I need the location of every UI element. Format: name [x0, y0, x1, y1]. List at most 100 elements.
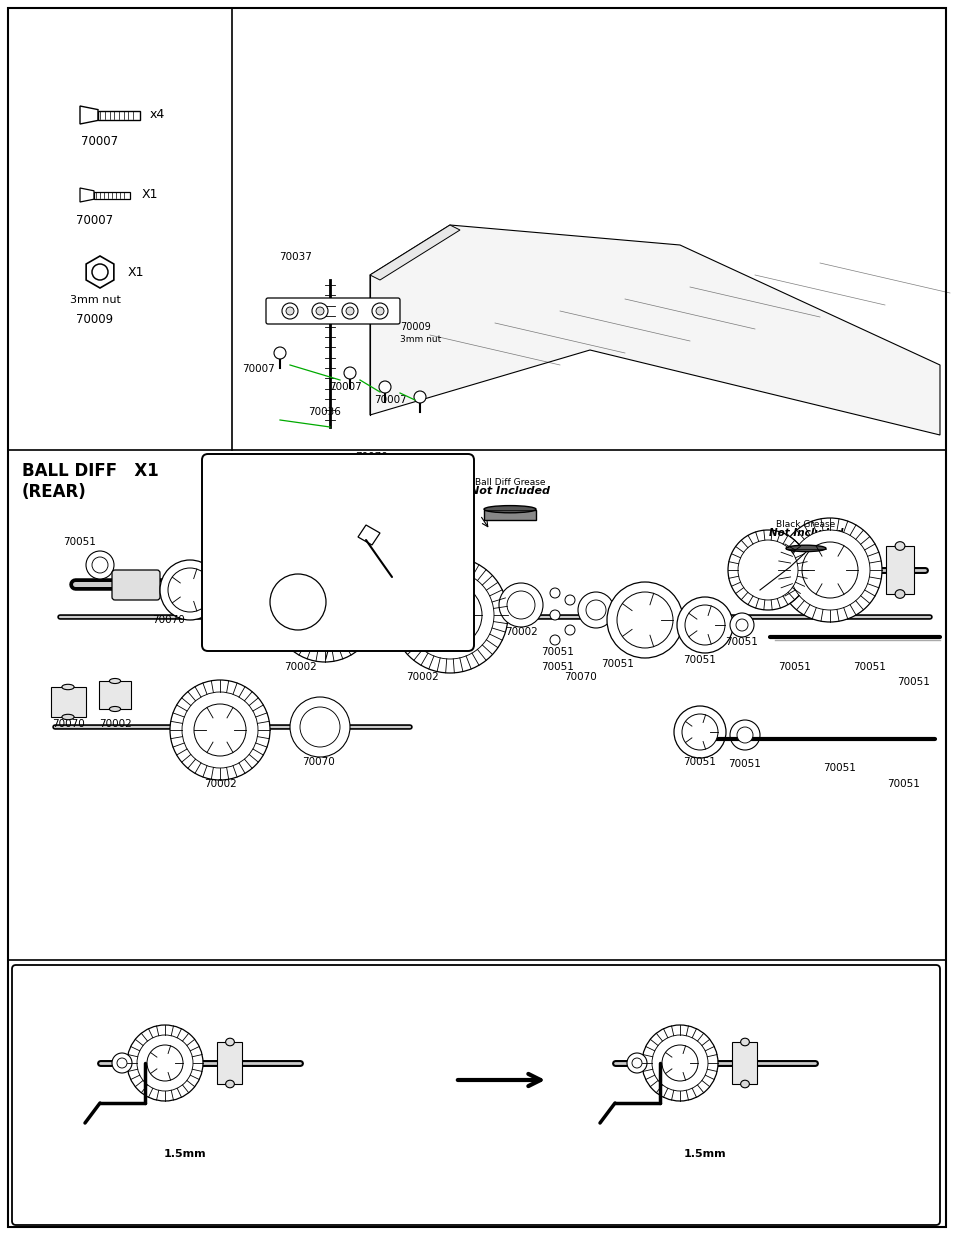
FancyBboxPatch shape	[202, 454, 474, 651]
Text: 70002: 70002	[283, 662, 316, 672]
Circle shape	[346, 308, 354, 315]
Text: 70051: 70051	[601, 659, 634, 669]
Polygon shape	[80, 188, 94, 203]
Text: 70051: 70051	[853, 662, 885, 672]
Circle shape	[651, 1035, 707, 1091]
Circle shape	[654, 1037, 705, 1089]
FancyBboxPatch shape	[785, 550, 825, 558]
Text: 70037: 70037	[279, 252, 313, 262]
FancyBboxPatch shape	[94, 191, 130, 199]
Text: 70009: 70009	[76, 312, 113, 326]
Text: 1.5mm: 1.5mm	[164, 1149, 206, 1158]
Circle shape	[550, 635, 559, 645]
Circle shape	[280, 490, 299, 510]
Circle shape	[139, 1037, 191, 1089]
Text: Not Included: Not Included	[470, 487, 550, 496]
Circle shape	[735, 619, 747, 631]
Circle shape	[112, 1053, 132, 1073]
Text: 70007: 70007	[81, 135, 118, 148]
Circle shape	[791, 532, 867, 608]
Circle shape	[729, 613, 753, 637]
Circle shape	[677, 597, 732, 653]
Circle shape	[91, 264, 108, 280]
Polygon shape	[80, 106, 98, 124]
Text: 70007: 70007	[241, 364, 274, 374]
Circle shape	[414, 391, 426, 403]
Circle shape	[585, 600, 605, 620]
Ellipse shape	[226, 1039, 234, 1046]
Circle shape	[266, 571, 330, 634]
Circle shape	[178, 578, 202, 601]
Ellipse shape	[62, 714, 74, 720]
Circle shape	[117, 1058, 127, 1068]
Text: 70002: 70002	[504, 627, 537, 637]
Circle shape	[184, 694, 255, 766]
Text: 70007: 70007	[76, 214, 113, 227]
Text: 70051: 70051	[683, 757, 716, 767]
Text: 70070: 70070	[321, 536, 354, 546]
Text: 70051: 70051	[896, 677, 929, 687]
Text: 70051: 70051	[886, 779, 919, 789]
Text: 70051: 70051	[725, 637, 758, 647]
Polygon shape	[357, 525, 379, 545]
Text: 70002: 70002	[98, 719, 132, 729]
FancyBboxPatch shape	[51, 687, 86, 718]
Circle shape	[727, 530, 807, 610]
Circle shape	[137, 1035, 193, 1091]
Circle shape	[550, 588, 559, 598]
Circle shape	[506, 592, 535, 619]
Text: (REAR): (REAR)	[22, 483, 87, 501]
Circle shape	[498, 583, 542, 627]
Circle shape	[228, 576, 268, 615]
Circle shape	[737, 727, 752, 743]
Polygon shape	[86, 256, 113, 288]
Circle shape	[286, 308, 294, 315]
Circle shape	[550, 610, 559, 620]
Circle shape	[669, 1053, 689, 1073]
Text: 70051: 70051	[541, 647, 574, 657]
Ellipse shape	[894, 542, 904, 551]
Circle shape	[182, 692, 257, 768]
Text: 70036: 70036	[308, 408, 341, 417]
Circle shape	[262, 472, 317, 529]
Text: 70051: 70051	[541, 662, 574, 672]
Circle shape	[86, 551, 113, 579]
Circle shape	[274, 347, 286, 359]
Text: Instant Cement: Instant Cement	[293, 511, 383, 521]
Polygon shape	[370, 225, 459, 280]
Circle shape	[270, 574, 326, 630]
FancyBboxPatch shape	[217, 1042, 242, 1084]
Circle shape	[375, 308, 384, 315]
Circle shape	[248, 458, 332, 542]
Circle shape	[255, 559, 339, 643]
Circle shape	[287, 572, 363, 648]
Circle shape	[341, 303, 357, 319]
Circle shape	[273, 558, 376, 662]
Circle shape	[681, 714, 718, 750]
Circle shape	[606, 582, 682, 658]
Text: 70007: 70007	[374, 395, 406, 405]
Circle shape	[661, 1045, 698, 1081]
Circle shape	[684, 605, 724, 645]
Text: 70051: 70051	[64, 537, 96, 547]
Text: 70070: 70070	[51, 719, 84, 729]
Circle shape	[408, 573, 492, 657]
Text: 70007: 70007	[328, 382, 361, 391]
Text: Ball Diff Grease: Ball Diff Grease	[475, 478, 545, 487]
Text: 70070: 70070	[563, 672, 596, 682]
Circle shape	[813, 555, 845, 585]
Text: 70051: 70051	[778, 662, 811, 672]
Text: 70009: 70009	[399, 322, 431, 332]
Circle shape	[315, 308, 324, 315]
Ellipse shape	[226, 1081, 234, 1088]
Ellipse shape	[894, 589, 904, 598]
Circle shape	[193, 704, 246, 756]
Circle shape	[578, 592, 614, 629]
Text: 70002: 70002	[405, 672, 438, 682]
Ellipse shape	[62, 684, 74, 689]
Text: 70051: 70051	[728, 760, 760, 769]
Circle shape	[260, 471, 319, 530]
Circle shape	[789, 530, 869, 610]
Circle shape	[406, 571, 494, 659]
Circle shape	[626, 1053, 646, 1073]
